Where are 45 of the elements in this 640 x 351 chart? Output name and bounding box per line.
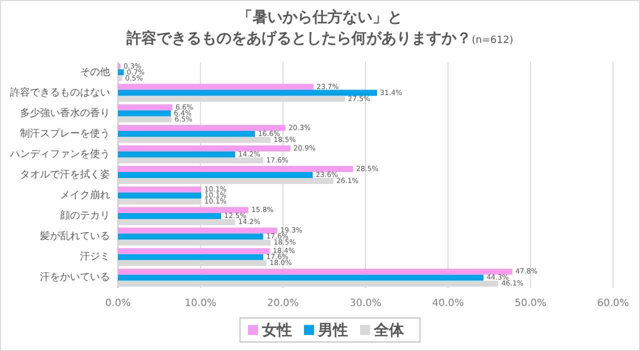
bar <box>118 151 236 158</box>
bar <box>118 90 378 96</box>
y-tick-label: タオルで汗を拭く姿 <box>20 168 110 180</box>
bar <box>118 213 222 220</box>
x-tick-label: 30.0% <box>350 298 382 309</box>
y-tick-label: 制汗スプレーを使う <box>20 127 110 140</box>
bar <box>118 145 290 152</box>
y-tick-label: その他 <box>80 66 110 78</box>
x-tick-label: 60.0% <box>597 298 629 309</box>
bar <box>118 268 512 275</box>
bar <box>118 124 286 131</box>
y-tick-label: ハンディファンを使う <box>9 148 110 160</box>
bar <box>118 248 270 254</box>
y-tick-label: 許容できるものはない <box>10 86 110 98</box>
y-tick-label: 髪が乱れている <box>40 230 110 242</box>
bar <box>118 104 172 110</box>
y-tick-label: 顔のテカリ <box>60 210 110 222</box>
bar <box>118 110 171 116</box>
legend-label: 男性 <box>317 321 348 339</box>
y-tick-label: 汗をかいている <box>40 271 110 284</box>
bar <box>118 274 484 281</box>
bar <box>118 75 122 82</box>
bar <box>118 234 264 240</box>
bar <box>118 172 313 178</box>
bar <box>118 186 202 193</box>
y-tick-label: 多少強い香水の香り <box>20 106 110 119</box>
y-tick-label: メイク崩れ <box>60 189 110 202</box>
bar <box>118 69 124 76</box>
x-tick-label: 20.0% <box>267 298 299 309</box>
y-tick-label: 汗ジミ <box>80 250 110 263</box>
legend-label: 女性 <box>261 321 292 339</box>
x-tick-label: 10.0% <box>184 298 216 309</box>
bar <box>118 84 314 90</box>
bar <box>118 254 264 260</box>
bar <box>118 228 278 234</box>
bar <box>118 166 354 172</box>
bar <box>118 192 202 199</box>
bar <box>118 130 255 137</box>
x-tick-label: 40.0% <box>432 298 464 309</box>
x-tick-label: 50.0% <box>514 298 546 309</box>
x-tick-label: 0.0% <box>105 298 131 309</box>
legend-label: 全体 <box>373 321 405 339</box>
title: 「暑いから仕方ない」と 許容できるものをあげるとしたら何がありますか？(n=612) <box>126 8 514 47</box>
bar <box>118 116 172 122</box>
bar <box>118 207 248 214</box>
